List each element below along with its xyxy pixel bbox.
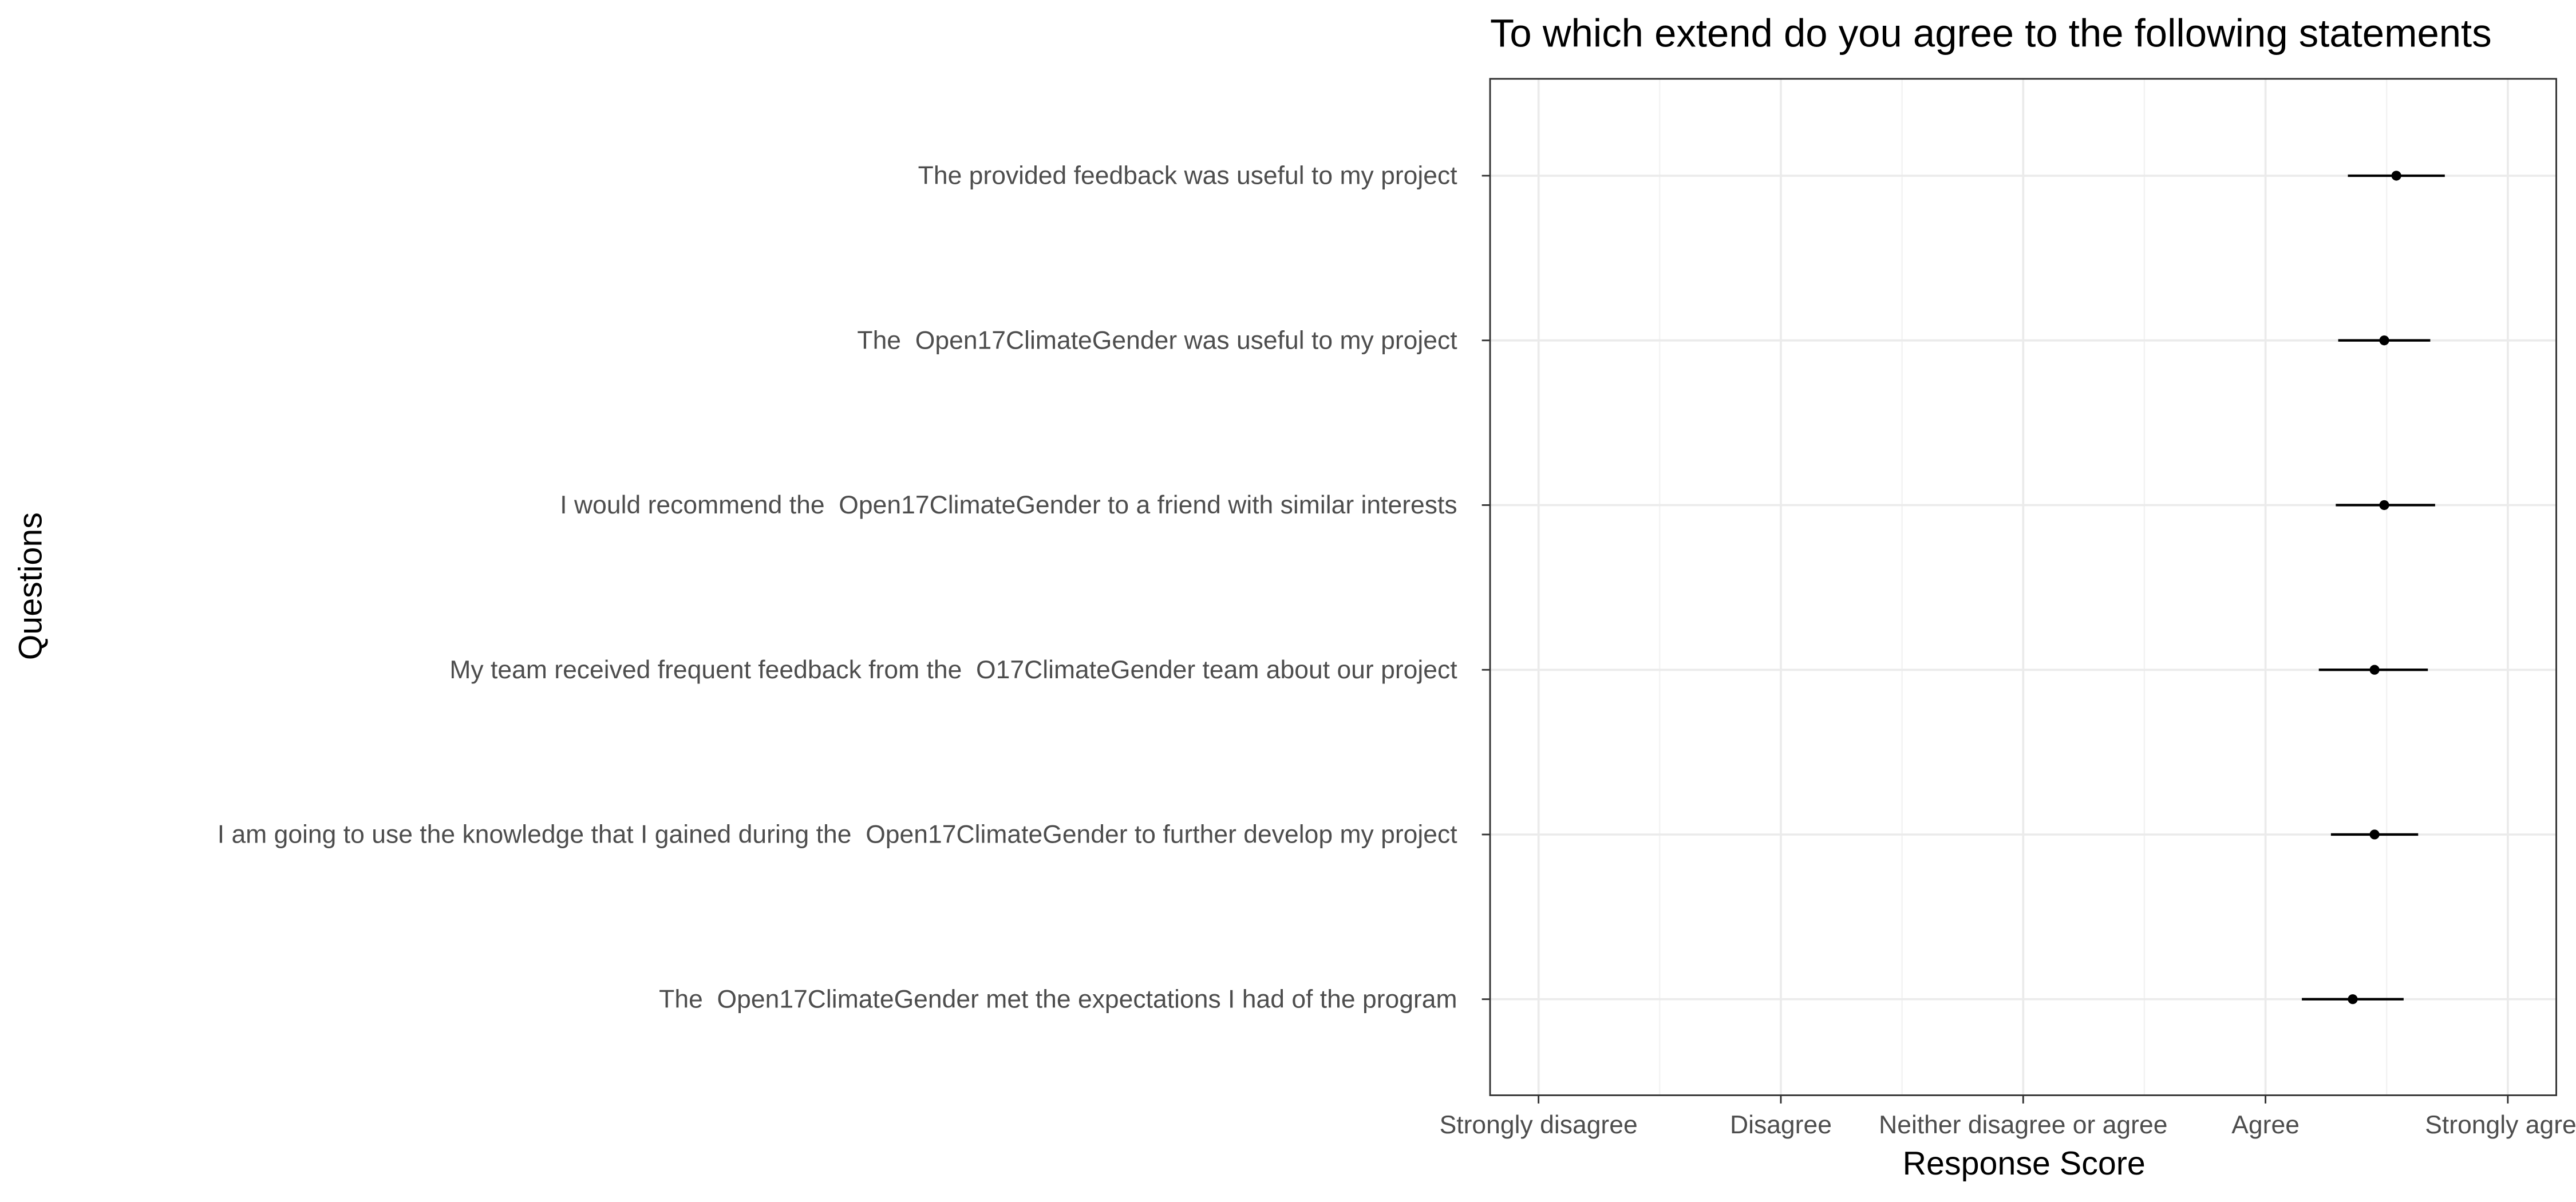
point xyxy=(2379,335,2389,346)
chart-title: To which extend do you agree to the foll… xyxy=(1490,11,2492,55)
y-tick-label: I am going to use the knowledge that I g… xyxy=(218,821,1458,849)
panel-border xyxy=(1489,78,2557,1096)
y-tick-label: The provided feedback was useful to my p… xyxy=(918,162,1458,190)
y-axis-title: Questions xyxy=(13,512,49,660)
y-tick-label: The Open17ClimateGender was useful to my… xyxy=(857,326,1457,354)
point xyxy=(2391,171,2401,181)
x-axis-title: Response Score xyxy=(1903,1145,2146,1182)
point xyxy=(2369,665,2380,675)
point xyxy=(2348,994,2358,1005)
x-tick-label: Disagree xyxy=(1730,1111,1832,1139)
x-tick-label: Strongly disagree xyxy=(1440,1111,1638,1139)
y-tick-label: The Open17ClimateGender met the expectat… xyxy=(659,985,1457,1013)
point xyxy=(2379,500,2389,511)
x-tick-label: Neither disagree or agree xyxy=(1879,1111,2167,1139)
marks xyxy=(2302,171,2445,1005)
point xyxy=(2369,829,2380,840)
y-tick-label: I would recommend the Open17ClimateGende… xyxy=(560,491,1457,519)
y-tick-label: My team received frequent feedback from … xyxy=(449,656,1457,684)
x-tick-label: Strongly agree xyxy=(2425,1111,2576,1139)
x-tick-label: Agree xyxy=(2231,1111,2300,1139)
